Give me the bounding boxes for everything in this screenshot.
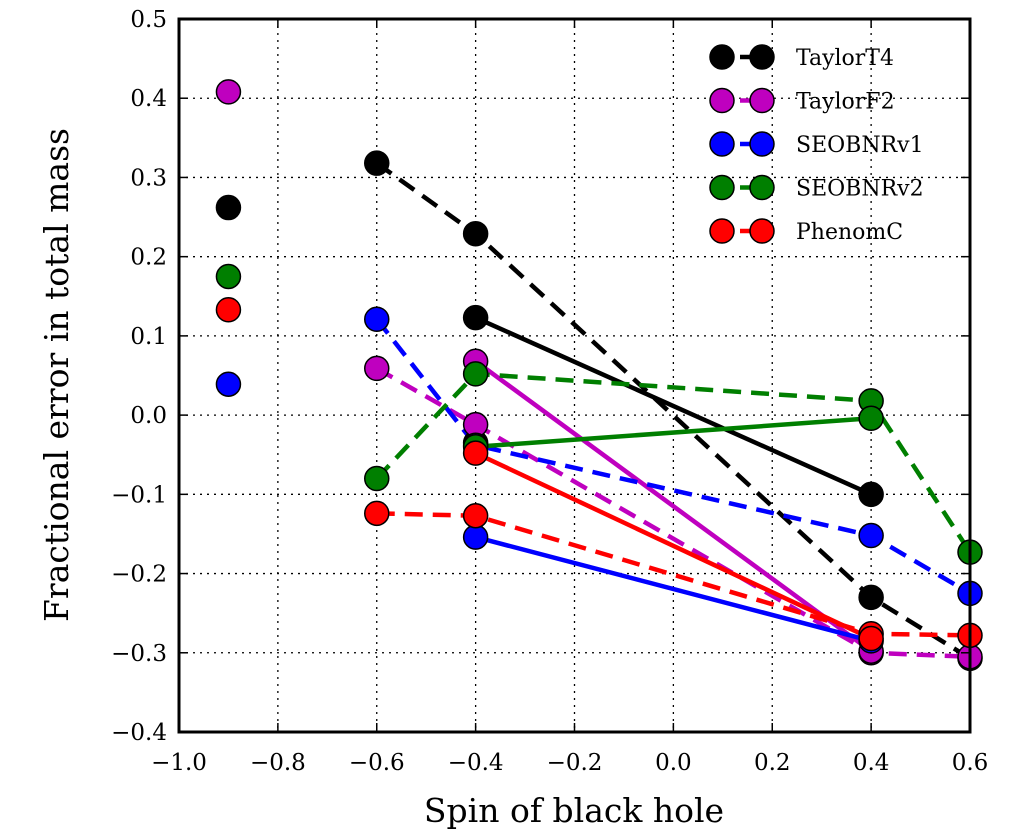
x-tick-label: −0.4 xyxy=(448,750,504,776)
legend-marker xyxy=(709,44,735,70)
x-tick-label: −0.2 xyxy=(547,750,603,776)
legend-marker xyxy=(749,44,775,70)
legend-marker xyxy=(709,131,735,157)
data-point-phenomc xyxy=(462,440,489,466)
x-tick-label: −0.6 xyxy=(349,750,405,776)
legend-item-taylorf2: TaylorF2 xyxy=(709,87,895,115)
data-point-seobnrv2 xyxy=(462,361,489,387)
legend-marker xyxy=(709,174,735,201)
y-tick-label: 0.4 xyxy=(130,86,167,112)
data-point-taylort4 xyxy=(858,481,884,508)
series-line-taylort4-solid xyxy=(474,315,873,497)
legend: TaylorT4 TaylorF2 SEOBNRv1 SEOBNRv2 PhenomC xyxy=(709,44,924,245)
series-line-seobnrv2-solid xyxy=(475,416,872,450)
data-point-seobnrv1 xyxy=(364,306,390,333)
y-tick-label: 0.0 xyxy=(130,403,167,429)
y-tick-label: −0.1 xyxy=(111,482,167,508)
x-tick-labels: −1.0 −0.8 −0.6 −0.4 −0.2 0.0 0.2 0.4 0.6 xyxy=(151,750,988,776)
series-line-phenomc-solid xyxy=(474,451,873,641)
series-line-seobnrv1-dashed xyxy=(374,317,970,596)
series-layer xyxy=(374,161,970,661)
data-point-taylorf2 xyxy=(215,79,242,105)
data-point-seobnrv2 xyxy=(858,405,884,432)
y-axis-label: Fractional error in total mass xyxy=(37,128,76,622)
data-point-phenomc xyxy=(215,296,242,323)
data-point-taylort4 xyxy=(462,220,489,247)
series-line-taylorf2-solid xyxy=(474,359,873,654)
grid xyxy=(179,19,970,732)
data-point-taylorf2 xyxy=(364,355,390,382)
data-point-phenomc xyxy=(462,502,489,529)
x-tick-label: 0.6 xyxy=(952,750,989,776)
legend-item-seobnrv2: SEOBNRv2 xyxy=(709,174,924,202)
legend-marker xyxy=(749,131,775,157)
series-line-seobnrv1-solid xyxy=(475,534,872,644)
legend-marker xyxy=(749,174,775,201)
marker-layer xyxy=(215,79,983,672)
legend-label: SEOBNRv2 xyxy=(796,177,924,202)
legend-label: PhenomC xyxy=(796,220,903,245)
legend-item-phenomc: PhenomC xyxy=(709,218,903,245)
series-line-taylort4-dashed xyxy=(375,161,970,661)
series-line-taylorf2-dashed xyxy=(375,366,970,659)
legend-marker xyxy=(709,218,735,244)
data-point-seobnrv2 xyxy=(215,263,242,290)
x-tick-label: 0.4 xyxy=(853,750,890,776)
legend-marker xyxy=(709,87,735,114)
x-tick-label: −0.8 xyxy=(250,750,306,776)
y-tick-label: 0.2 xyxy=(130,245,167,271)
data-point-seobnrv1 xyxy=(215,371,242,397)
y-tick-label: 0.1 xyxy=(130,324,167,350)
y-tick-label: −0.2 xyxy=(111,562,167,588)
y-tick-label: 0.5 xyxy=(130,7,167,33)
y-tick-label: 0.3 xyxy=(130,165,167,191)
legend-label: SEOBNRv1 xyxy=(796,133,924,158)
y-tick-label: −0.3 xyxy=(111,641,167,667)
data-point-taylort4 xyxy=(462,304,489,331)
x-axis-label: Spin of black hole xyxy=(424,791,724,830)
series-line-seobnrv2-dashed xyxy=(375,371,970,554)
x-tick-label: 0.0 xyxy=(655,750,692,776)
x-tick-label: −1.0 xyxy=(151,750,207,776)
y-tick-label: −0.4 xyxy=(111,720,167,746)
series-line-phenomc-dashed xyxy=(376,511,970,638)
data-point-taylort4 xyxy=(858,584,884,611)
legend-item-seobnrv1: SEOBNRv1 xyxy=(709,131,924,158)
data-point-seobnrv1 xyxy=(462,524,489,550)
y-tick-labels: −0.4 −0.3 −0.2 −0.1 0.0 0.1 0.2 0.3 0.4 0.5 xyxy=(111,7,167,746)
legend-marker xyxy=(749,218,775,244)
data-point-seobnrv1 xyxy=(858,522,884,549)
data-point-seobnrv2 xyxy=(364,465,390,492)
x-tick-label: 0.2 xyxy=(754,750,791,776)
legend-label: TaylorF2 xyxy=(796,90,895,115)
ticks xyxy=(178,18,971,733)
data-point-taylort4 xyxy=(215,194,242,221)
legend-marker xyxy=(749,87,775,114)
data-point-taylort4 xyxy=(364,150,390,176)
legend-item-taylort4: TaylorT4 xyxy=(709,44,894,71)
legend-label: TaylorT4 xyxy=(796,46,894,71)
data-point-phenomc xyxy=(364,500,390,527)
data-point-phenomc xyxy=(858,625,884,652)
